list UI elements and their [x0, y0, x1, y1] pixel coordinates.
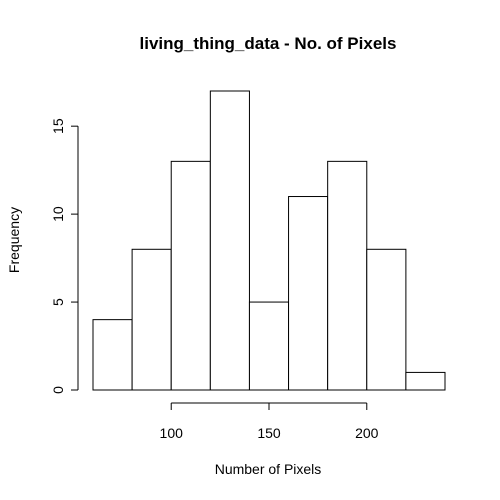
histogram-bar-2: [170, 160, 211, 391]
x-axis-label: Number of Pixels: [215, 461, 322, 477]
y-tick-label-0: 0: [50, 386, 66, 394]
y-axis: 0 5 10 15: [50, 118, 79, 394]
histogram-bar-8: [405, 371, 446, 391]
x-tick-label-2: 200: [355, 425, 379, 441]
y-axis-label: Frequency: [6, 207, 22, 273]
x-axis: 100 150 200: [160, 402, 379, 441]
x-tick-label-1: 150: [257, 425, 281, 441]
y-tick-label-2: 10: [50, 206, 66, 222]
y-tick-label-3: 15: [50, 118, 66, 134]
histogram-bar-1: [131, 248, 172, 391]
x-tick-label-0: 100: [160, 425, 184, 441]
y-tick-label-1: 5: [50, 298, 66, 306]
chart-title: living_thing_data - No. of Pixels: [140, 34, 397, 53]
bars-group: [92, 90, 446, 391]
histogram-bar-5: [288, 196, 329, 391]
histogram-bar-7: [366, 248, 407, 391]
histogram-bar-4: [248, 301, 290, 391]
histogram-bar-0: [92, 319, 133, 391]
histogram-bar-6: [327, 160, 368, 391]
histogram-bar-3: [209, 90, 250, 391]
